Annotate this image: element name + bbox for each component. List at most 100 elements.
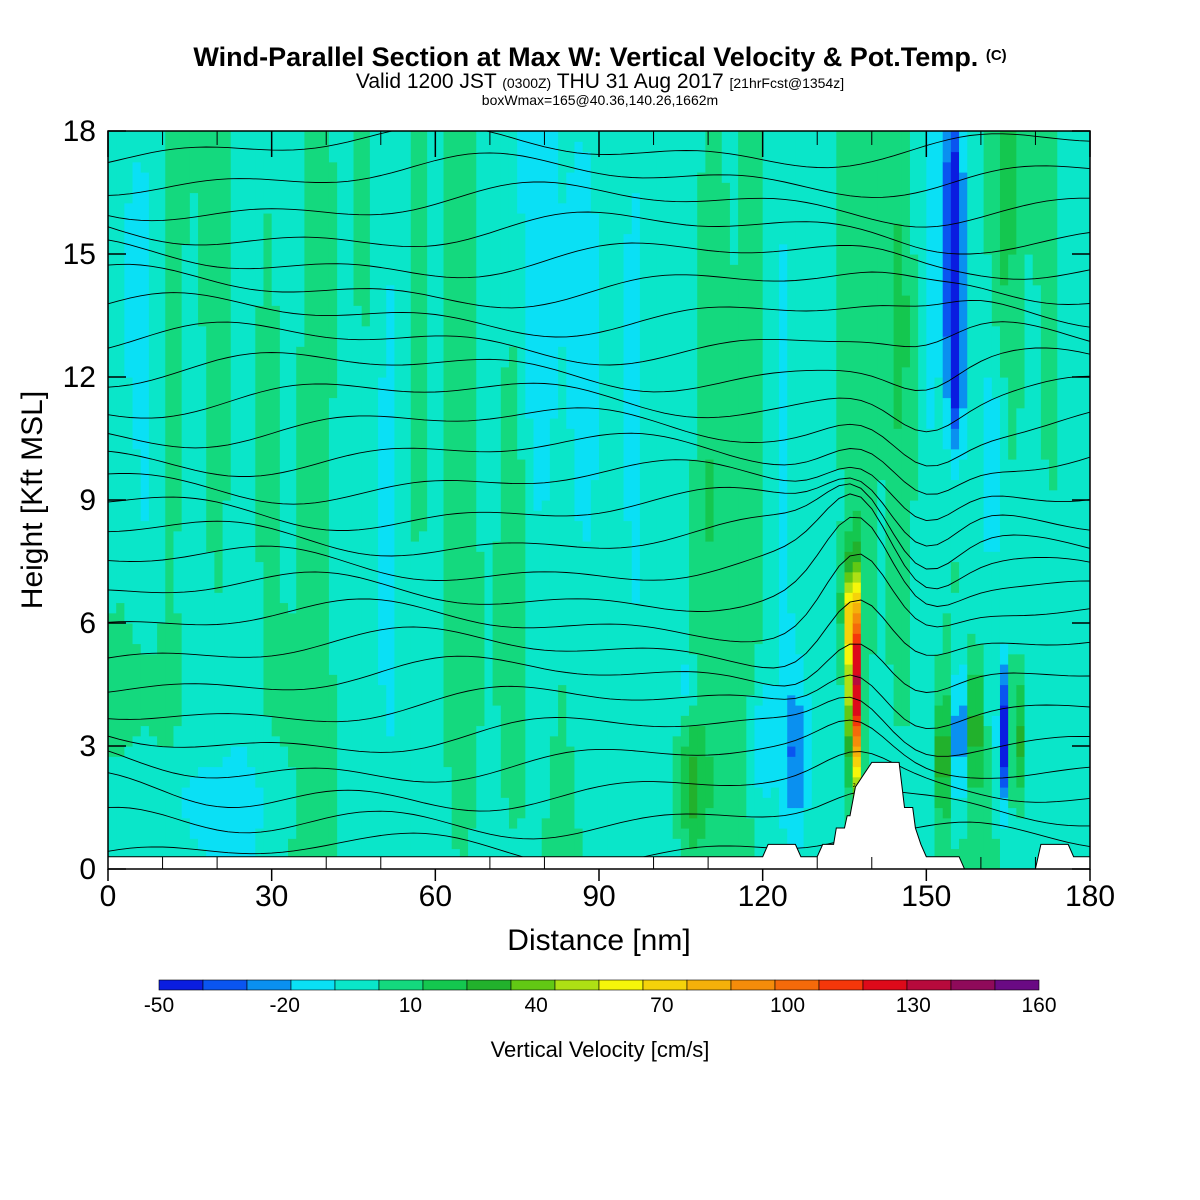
field-cell [836,592,846,624]
field-cell [885,131,895,665]
field-cell [787,612,796,696]
field-cell [1016,725,1026,757]
field-cell [983,551,993,727]
field-cell [852,561,862,573]
field-cell [1008,653,1017,809]
field-cell [795,807,805,850]
axis-ticks: 0 30 60 90 120 150 180 0 3 6 9 12 15 18 [63,115,1115,913]
field-cell [361,325,371,869]
theta-contour [108,553,1090,643]
field-cell [533,510,543,869]
field-cell [746,817,756,869]
field-cell [312,131,322,869]
field-cell [787,694,796,747]
field-cell [263,213,273,716]
field-cell [108,756,117,869]
colorbar-swatch [686,979,732,991]
field-cell [934,807,944,869]
field-cell [189,838,199,869]
field-cell [541,817,551,869]
field-cell [918,131,927,869]
field-cell [762,131,772,686]
field-cell [1016,653,1026,686]
field-cell [173,530,183,614]
x-tick-label: 150 [901,880,951,913]
field-cell [852,582,862,593]
field-cell [934,653,944,706]
field-cell [1016,684,1026,727]
field-cell [950,428,960,450]
theta-contour [108,152,1090,198]
field-cell [959,131,968,173]
theta-contour [108,239,1090,280]
field-cell [189,192,199,778]
colorbar-swatch [378,979,424,991]
field-cell [746,694,756,819]
field-cell [950,756,960,798]
field-cell [582,131,592,153]
field-cell [975,787,985,869]
field-cell [1016,817,1026,869]
field-cell [672,735,682,839]
field-cell [198,766,207,850]
field-cell [860,131,870,798]
colorbar-tick-label: 10 [399,994,422,1017]
terrain [107,761,1091,870]
field-cell [418,530,428,869]
colorbar-swatch [202,979,248,991]
field-cell [132,735,142,869]
theta-contour [108,719,1090,783]
field-cell [427,131,436,869]
colorbar-swatch [158,979,204,991]
field-cell [999,766,1009,788]
field-cell [975,746,985,788]
colorbar-tick-label: -20 [270,994,300,1017]
field-cell [386,284,396,737]
field-cell [369,131,379,869]
field-cell [754,131,764,645]
field-cell [328,161,338,399]
theta-contour [108,483,1090,570]
field-cell [909,500,919,869]
field-cell [844,735,854,757]
field-cell [590,213,600,481]
field-cell [206,551,215,768]
colorbar-swatch [598,979,644,991]
field-cell [541,131,551,501]
field-cell [893,428,903,727]
field-cell [844,643,854,665]
field-cell [599,131,608,869]
field-cell [328,674,338,869]
field-cell [279,746,289,869]
field-cell [926,428,936,869]
field-cell [476,725,486,869]
field-cell [132,448,142,645]
field-cell [247,766,256,860]
field-cell [950,715,960,757]
field-cell [836,131,846,470]
field-cell [181,131,191,245]
colorbar-swatch [994,979,1040,991]
field-cell [844,664,854,706]
field-cell [206,131,215,552]
field-cell [222,500,232,757]
field-cell [975,715,985,747]
field-cell [214,766,224,860]
field-cell [967,787,977,869]
field-cell [950,797,960,850]
field-cell [672,838,682,869]
field-cell [173,131,183,532]
field-cell [1065,131,1075,869]
field-cell [754,643,764,706]
field-cell [492,131,502,542]
colorbar-swatch [730,979,776,991]
field-cell [402,131,412,869]
field-cell [942,336,952,399]
field-cell [852,735,862,747]
field-cell [942,161,952,337]
field-cell [869,131,878,655]
field-cell [1032,131,1042,286]
field-cell [353,131,363,306]
colorbar-swatch [818,979,864,991]
field-cell [116,131,125,604]
